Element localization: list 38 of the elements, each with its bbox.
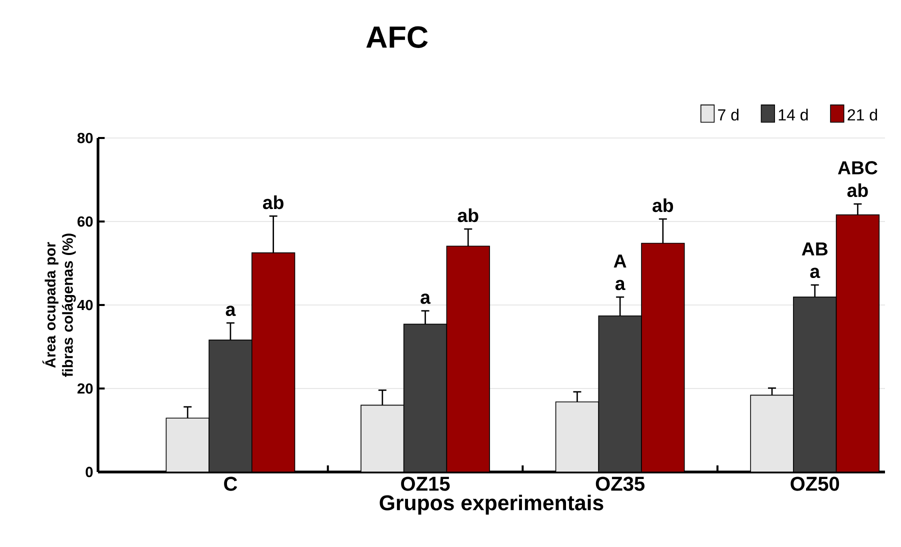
bar <box>208 340 252 472</box>
x-axis-title: Grupos experimentais <box>380 494 604 515</box>
bar <box>641 242 685 472</box>
annotation: ab <box>652 198 674 212</box>
bar <box>360 404 404 472</box>
annotation: ab <box>262 195 284 210</box>
legend-label: 7 d <box>718 108 738 121</box>
annotation: a <box>226 306 236 316</box>
annotation: a <box>420 294 431 304</box>
annotation: a <box>810 268 820 278</box>
x-tick-label: OZ35 <box>596 476 645 491</box>
y-tick-label: 40 <box>77 300 93 310</box>
annotation: ab <box>458 208 478 222</box>
y-tick-label: 0 <box>86 466 93 478</box>
annotation: AB <box>802 242 828 256</box>
bar <box>750 394 794 472</box>
bar <box>446 246 490 472</box>
bar <box>793 296 837 472</box>
y-axis-title: Área ocupada por fibras colágenas (%) <box>42 234 76 377</box>
x-tick-label: C <box>224 476 238 491</box>
y-tick-label: 20 <box>77 383 93 394</box>
bar <box>598 315 642 472</box>
bar <box>555 401 600 472</box>
annotation: A <box>614 254 626 268</box>
annotation: a <box>615 280 626 290</box>
annotation: ab <box>847 183 868 198</box>
bar <box>836 214 880 472</box>
chart-title: AFC <box>366 26 428 48</box>
y-tick-label: 60 <box>78 216 93 227</box>
bar <box>403 324 448 472</box>
x-tick-label: OZ15 <box>401 476 450 491</box>
y-tick-label: 80 <box>77 132 93 144</box>
x-tick-label: OZ50 <box>790 476 840 491</box>
legend-label: 21 d <box>848 108 877 121</box>
annotation: ABC <box>838 161 878 174</box>
bar <box>166 418 210 472</box>
legend-label: 14 d <box>778 108 808 121</box>
bar <box>252 252 296 472</box>
